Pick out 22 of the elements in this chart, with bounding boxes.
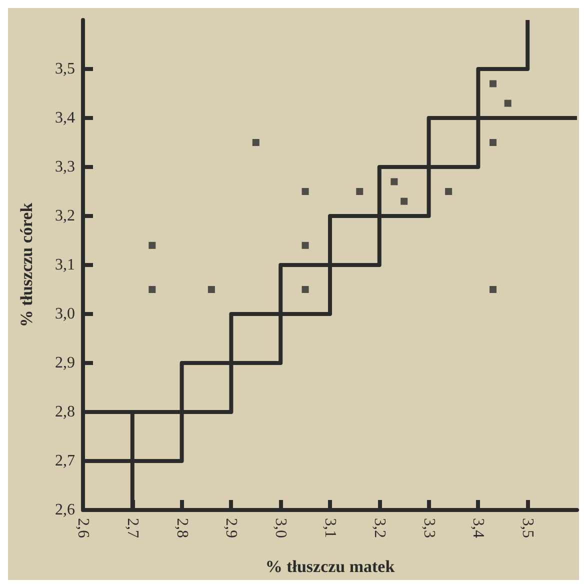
x-tick-label: 3,1 [322, 518, 338, 538]
y-tick-label: 3,1 [55, 256, 75, 274]
y-tick-label: 3,2 [55, 208, 75, 224]
x-tick-label: 3,3 [420, 518, 438, 538]
y-tick-label: 2,9 [55, 354, 75, 372]
y-tick-label: 3,5 [55, 60, 75, 78]
x-tick-label: 3,0 [272, 518, 290, 538]
x-tick-label: 2,8 [173, 518, 190, 538]
y-tick-label: 2,7 [55, 452, 75, 470]
y-tick-label: 2,6 [55, 502, 75, 518]
x-tick-label: 2,7 [124, 518, 141, 538]
y-tick-label: 2,8 [55, 404, 75, 420]
y-tick-label: 3,4 [55, 110, 75, 126]
x-tick-label: 2,6 [74, 518, 92, 538]
y-tick-label: 3,0 [55, 306, 75, 322]
x-axis-title: % tłuszczu matek [265, 557, 396, 576]
x-tick-label: 3,4 [470, 518, 487, 538]
x-tick-label: 3,2 [370, 518, 388, 538]
x-tick-label: 2,9 [222, 518, 240, 538]
x-tick-label: 3,5 [519, 518, 536, 538]
y-axis-title: % tłuszczu córek [17, 202, 36, 328]
y-tick-label: 3,3 [55, 158, 75, 176]
